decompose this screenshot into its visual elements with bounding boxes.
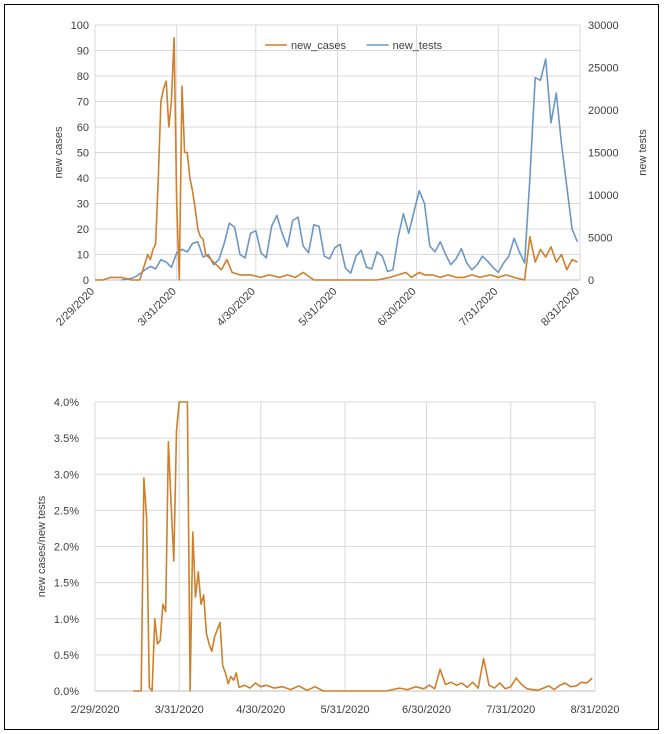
x-tick-label: 8/31/2020 [571, 704, 620, 716]
y-tick-label: 4.0% [54, 397, 79, 409]
y-right-axis-label: new tests [637, 129, 649, 176]
y-tick-label: 3.0% [54, 469, 79, 481]
x-tick-label: 2/29/2020 [54, 286, 97, 329]
y-left-tick-label: 40 [77, 173, 89, 185]
y-right-tick-label: 30000 [588, 20, 619, 32]
x-tick-label: 6/30/2020 [376, 286, 419, 329]
y-left-axis-label: new cases [53, 126, 65, 178]
y-left-tick-label: 30 [77, 199, 89, 211]
chart-2: 0.0% 0.5% 1.0% 1.5% 2.0% 2.5% 3.0% 3.5% 4.0% 2/29… [36, 397, 619, 716]
y-left-tick-label: 60 [77, 122, 89, 134]
y-left-tick-label: 80 [77, 71, 89, 83]
y-tick-label: 0.5% [54, 650, 79, 662]
y-left-tick-label: 70 [77, 97, 89, 109]
y-tick-label: 1.0% [54, 614, 79, 626]
y-tick-label: 1.5% [54, 578, 79, 590]
y-left-tick-label: 90 [77, 46, 89, 58]
y-right-tick-label: 25000 [588, 63, 619, 75]
x-tick-label: 7/31/2020 [486, 704, 535, 716]
x-tick-label: 4/30/2020 [215, 286, 258, 329]
chart-1: 0 10 20 30 40 50 60 70 80 90 100 0 5000 10000 15000 200… [53, 20, 649, 329]
y-right-tick-label: 5000 [588, 233, 612, 245]
y-tick-label: 0.0% [54, 686, 79, 698]
series-line-new_tests [121, 58, 579, 281]
x-tick-label: 3/31/2020 [155, 704, 204, 716]
x-tick-label: 4/30/2020 [236, 704, 285, 716]
y-right-tick-label: 10000 [588, 190, 619, 202]
y-tick-label: 2.0% [54, 542, 79, 554]
y-right-tick-label: 0 [588, 275, 594, 287]
y-right-tick-label: 15000 [588, 148, 619, 160]
x-tick-label: 5/31/2020 [321, 704, 370, 716]
x-tick-label: 5/31/2020 [297, 286, 340, 329]
legend-label-new_cases: new_cases [291, 40, 347, 52]
x-tick-label: 6/30/2020 [402, 704, 451, 716]
y-tick-label: 2.5% [54, 505, 79, 517]
series-line-ratio [133, 401, 593, 692]
x-tick-label: 7/31/2020 [457, 286, 500, 329]
figure-frame [4, 4, 659, 730]
y-left-tick-label: 20 [77, 224, 89, 236]
x-tick-label: 3/31/2020 [136, 286, 179, 329]
y-left-tick-label: 10 [77, 250, 89, 262]
y-right-tick-label: 20000 [588, 105, 619, 117]
y-tick-label: 3.5% [54, 433, 79, 445]
y-axis-label: new cases/new tests [36, 495, 48, 597]
series-line-new_cases [95, 36, 578, 281]
y-left-tick-label: 100 [71, 20, 89, 32]
x-tick-label: 2/29/2020 [71, 704, 120, 716]
legend-label-new_tests: new_tests [393, 40, 443, 52]
y-left-tick-label: 0 [83, 275, 89, 287]
y-left-tick-label: 50 [77, 148, 89, 160]
x-tick-label: 8/31/2020 [539, 286, 582, 329]
